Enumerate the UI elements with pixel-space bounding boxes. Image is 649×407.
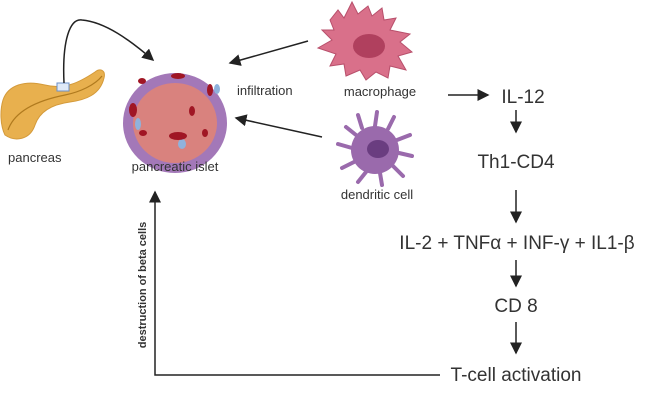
destruction-label: destruction of beta cells — [137, 222, 149, 349]
macrophage-infiltration-arrow — [228, 40, 309, 66]
macrophage-label: macrophage — [344, 84, 416, 99]
cd8-label: CD 8 — [494, 296, 537, 317]
cytokines-label: IL-2 + TNFα + INF-γ + IL1-β — [399, 233, 634, 254]
pancreas-illustration — [0, 69, 105, 140]
destruction-feedback-arrow — [149, 190, 440, 376]
pancreas-to-islet-arrow — [62, 19, 155, 84]
pancreatic-islet-label: pancreatic islet — [132, 159, 219, 174]
th1cd4-label: Th1-CD4 — [477, 152, 555, 173]
pancreatic-islet-illustration — [123, 73, 227, 173]
dendritic-cell-label: dendritic cell — [341, 187, 413, 202]
il12-label: IL-12 — [501, 87, 544, 108]
dendritic-cell-illustration — [336, 110, 414, 187]
macrophage-illustration — [316, 0, 414, 81]
tcell-activation-label: T-cell activation — [451, 365, 582, 386]
infiltration-label: infiltration — [237, 83, 293, 98]
dendritic-infiltration-arrow — [234, 114, 323, 138]
pancreas-label: pancreas — [8, 150, 62, 165]
